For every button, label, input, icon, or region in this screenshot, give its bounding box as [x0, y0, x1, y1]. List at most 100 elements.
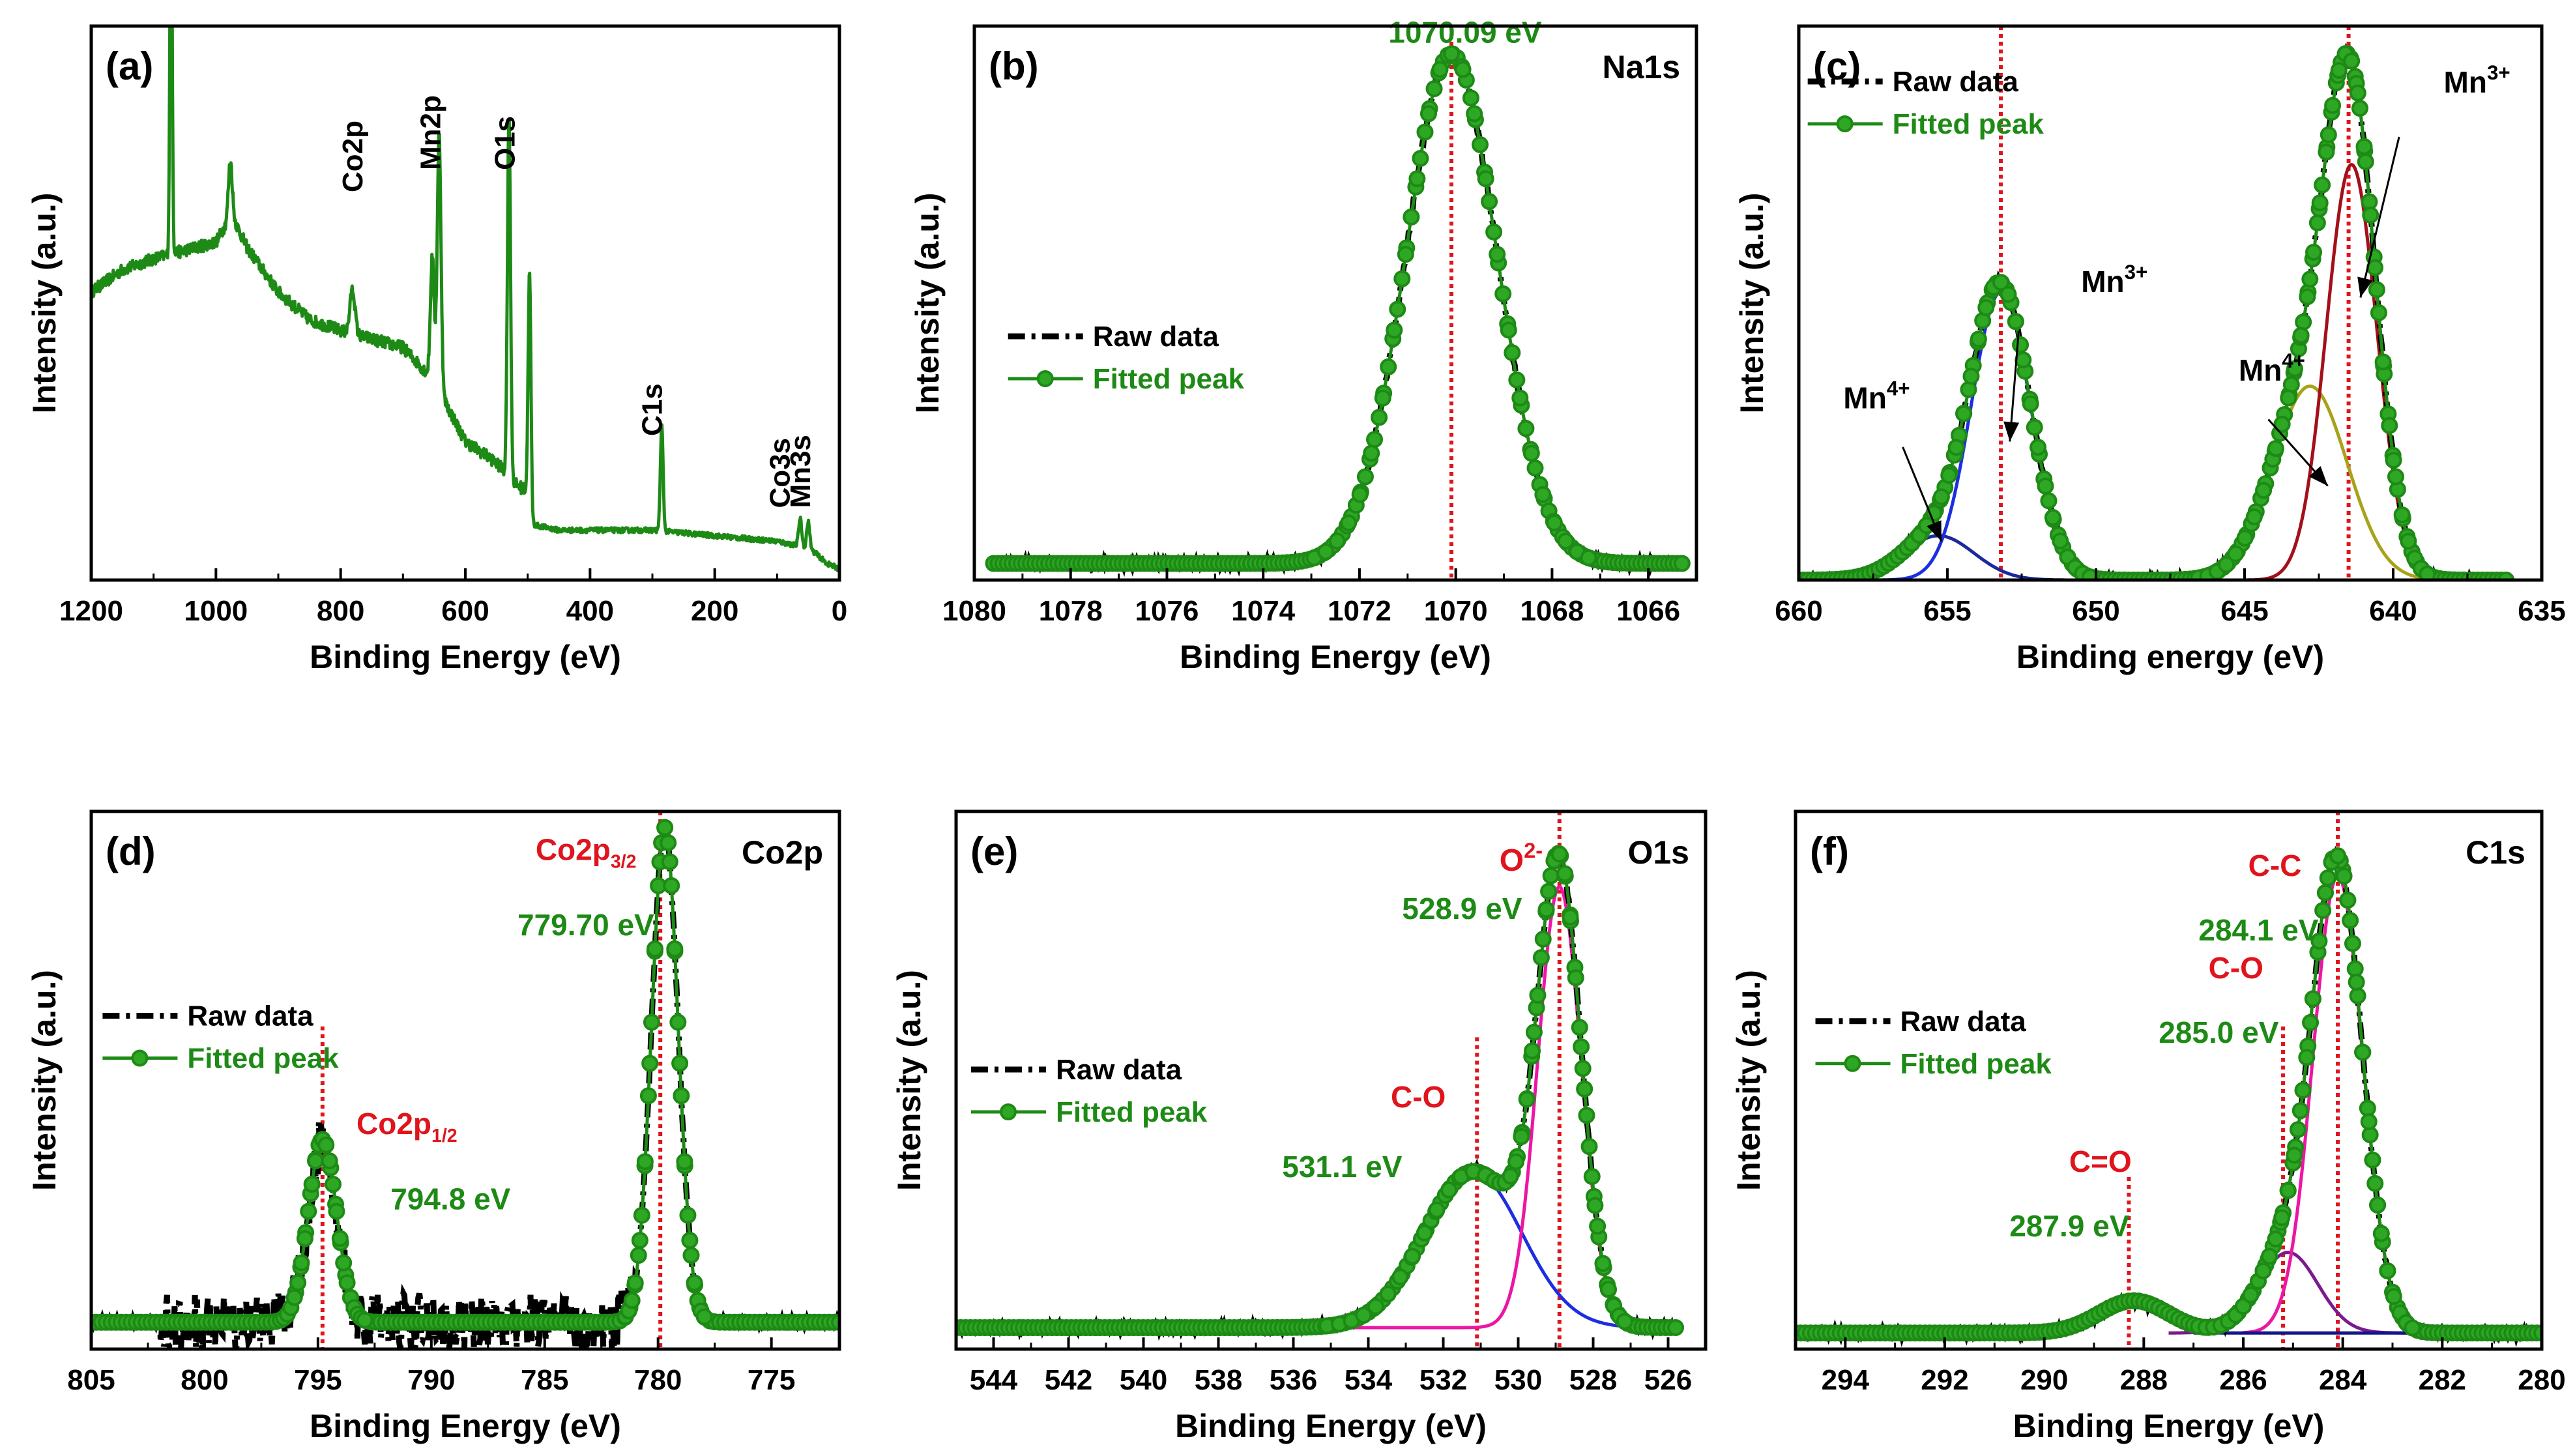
fitted-peak-line-d — [91, 825, 839, 1324]
component-curve-e-1 — [1293, 884, 1675, 1330]
fit-marker — [2385, 1288, 2402, 1305]
fit-marker — [2286, 1146, 2303, 1164]
fit-marker — [1556, 865, 1574, 882]
fit-marker — [2533, 1324, 2542, 1342]
fit-marker — [2052, 532, 2069, 549]
fit-marker — [2029, 439, 2047, 456]
fit-marker — [2419, 565, 2436, 580]
fit-marker — [2364, 1151, 2381, 1169]
x-tick-label: 1076 — [1135, 595, 1199, 627]
fit-marker — [1412, 150, 1429, 167]
fit-marker — [1351, 486, 1369, 503]
x-tick-label: 290 — [2020, 1364, 2068, 1396]
fit-marker — [1397, 246, 1414, 263]
x-tick-label: 294 — [1822, 1364, 1870, 1396]
fit-marker — [2342, 912, 2359, 929]
fit-marker — [1599, 1281, 1617, 1298]
fit-marker — [1616, 1313, 1633, 1330]
panel-d: Co2p3/2 779.70 eV Co2p1/2 794.8 eV Raw data F… — [26, 809, 841, 1444]
fit-marker — [2329, 847, 2347, 865]
x-tick-label: 280 — [2518, 1364, 2565, 1396]
annotation-f-0: C-C — [2248, 849, 2302, 882]
fit-marker — [2261, 1247, 2278, 1265]
fit-marker — [1977, 298, 1995, 316]
fitted-peak-line-f — [1796, 853, 2542, 1335]
fit-marker — [831, 1313, 839, 1331]
fit-marker — [1379, 1285, 1397, 1303]
legend-raw-label: Raw data — [1893, 66, 2019, 98]
fit-marker — [2314, 901, 2332, 919]
fit-marker — [1428, 1201, 1446, 1219]
fit-marker — [1525, 1023, 1543, 1041]
fit-marker — [1573, 1038, 1590, 1056]
fit-marker — [1567, 969, 1584, 987]
fit-marker — [631, 1232, 648, 1249]
fit-marker — [2374, 353, 2392, 371]
fit-marker — [1580, 1138, 1598, 1156]
x-tick-label: 1070 — [1424, 595, 1488, 627]
panel-label-d: (d) — [106, 830, 156, 873]
annotation-c-0: Mn4+ — [1843, 377, 1910, 415]
fit-marker — [2245, 508, 2263, 526]
raw-data-line-f — [1796, 845, 2542, 1348]
annotation-d-2: Co2p1/2 — [356, 1107, 458, 1146]
fit-marker — [2339, 892, 2357, 909]
fit-marker — [2007, 313, 2024, 330]
fit-marker — [307, 1152, 325, 1170]
x-axis-label-c: Binding energy (eV) — [2016, 639, 2324, 675]
fit-marker — [2304, 990, 2321, 1008]
fit-marker — [686, 1274, 703, 1292]
fit-marker — [1667, 1318, 1684, 1336]
fit-marker — [1932, 488, 1950, 506]
legend-b: Raw data Fitted peak — [1008, 321, 1245, 395]
fit-marker — [666, 940, 684, 957]
annotation-b-0: 1070.09 eV — [1388, 16, 1542, 50]
legend-raw-label: Raw data — [1900, 1006, 2027, 1038]
fit-marker — [2349, 987, 2366, 1004]
fit-marker — [2298, 1049, 2316, 1066]
fit-marker — [660, 834, 677, 852]
fit-marker — [2349, 84, 2366, 102]
fit-marker — [1340, 514, 1358, 532]
legend-raw-label: Raw data — [187, 1000, 313, 1032]
fit-marker — [2295, 313, 2312, 331]
raw-data-line-b — [991, 49, 1685, 577]
fit-marker — [2279, 1182, 2297, 1199]
fit-marker — [1443, 45, 1461, 63]
fit-marker — [1524, 1042, 1541, 1060]
fit-marker — [633, 1206, 650, 1224]
plot-area-e — [956, 811, 1684, 1349]
fit-marker — [663, 877, 680, 894]
panel-label-b: (b) — [989, 44, 1039, 88]
x-tick-label: 640 — [2369, 595, 2417, 627]
fit-marker — [2335, 867, 2353, 885]
fit-marker — [1955, 405, 1973, 422]
legend-fit-marker — [131, 1049, 149, 1067]
x-tick-label: 288 — [2120, 1364, 2168, 1396]
fit-marker — [2324, 96, 2342, 114]
fit-marker — [1947, 439, 1965, 456]
x-tick-label: 530 — [1494, 1364, 1542, 1396]
axes-frame-b — [972, 24, 1698, 582]
peak-label-mn3s: Mn3s — [785, 435, 817, 508]
axes-frame-a — [89, 24, 841, 582]
fit-marker — [2299, 288, 2316, 306]
fit-marker — [2302, 1013, 2320, 1031]
fit-marker — [1403, 208, 1420, 226]
fit-marker — [2015, 351, 2032, 369]
fit-marker — [2286, 360, 2303, 377]
x-tick-label: 532 — [1419, 1364, 1467, 1396]
component-curve-e-0 — [1293, 1170, 1620, 1330]
fit-marker — [1355, 1306, 1373, 1324]
fit-marker — [2319, 869, 2336, 887]
fit-marker — [2360, 1113, 2378, 1131]
legend-fit-marker — [1836, 115, 1854, 132]
panel-title-e: O1s — [1627, 834, 1689, 871]
fit-marker — [1537, 901, 1555, 918]
annotation-c-2: Mn4+ — [2239, 349, 2305, 387]
fit-marker — [289, 1274, 307, 1292]
annotation-e-0: O2- — [1500, 838, 1543, 878]
fit-marker — [2370, 304, 2387, 321]
panel-label-f: (f) — [1810, 830, 1849, 873]
fit-marker — [285, 1289, 303, 1306]
